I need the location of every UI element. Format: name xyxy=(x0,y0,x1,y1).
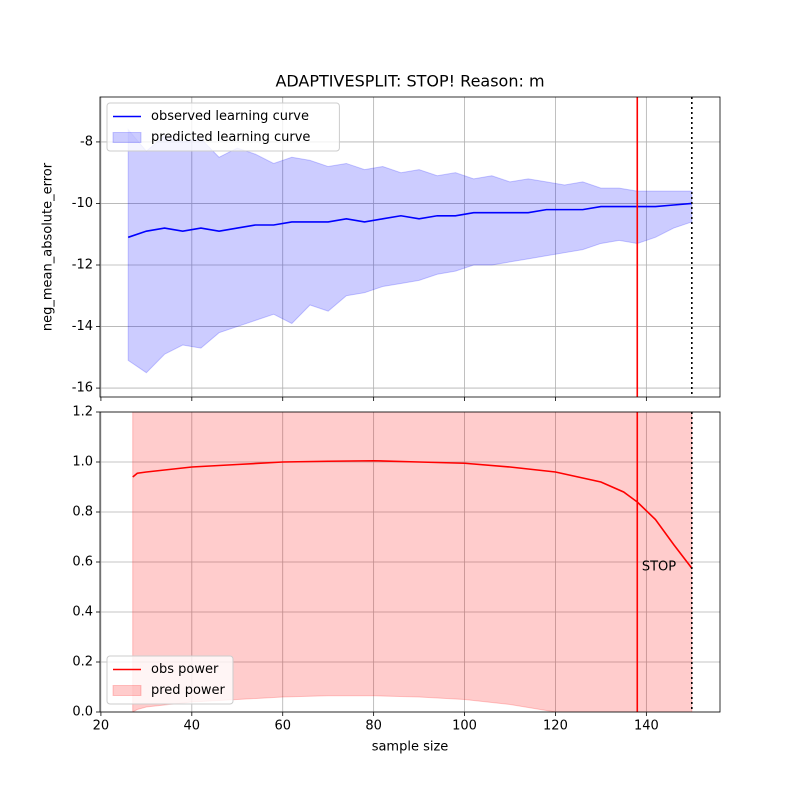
axes: -16 -14 -12 -10 -8 ADAPTIVESPLIT: STOP! Reaso… xyxy=(41,72,721,401)
y-tick-label: 0.6 xyxy=(72,555,93,570)
x-tick-label: 80 xyxy=(365,719,382,734)
legend-swatch xyxy=(112,685,142,696)
plot-area xyxy=(132,412,693,712)
x-tick-label: 120 xyxy=(543,719,568,734)
x-tick-label: 140 xyxy=(634,719,659,734)
legend-box xyxy=(106,102,340,152)
y-tick-label: -10 xyxy=(72,196,93,211)
line xyxy=(132,459,693,569)
y-tick-label: -12 xyxy=(72,258,93,273)
x-tick-label: 20 xyxy=(93,719,110,734)
chart-title: ADAPTIVESPLIT: STOP! Reason: m xyxy=(275,72,544,91)
legend-label: pred power xyxy=(151,683,226,698)
legend: obs power pred power xyxy=(106,655,234,705)
y-tick-label: 1.0 xyxy=(72,455,93,470)
y-tick-label: 0.8 xyxy=(72,505,93,520)
legend-swatch xyxy=(112,132,142,143)
legend-label: observed learning curve xyxy=(151,109,309,124)
x-tick-label: 40 xyxy=(184,719,201,734)
y-tick-label: -8 xyxy=(80,134,93,149)
y-tick-label: 0.4 xyxy=(72,605,93,620)
y-tick-label: -16 xyxy=(72,381,93,396)
legend-label: predicted learning curve xyxy=(151,130,310,145)
y-tick-label: 0.2 xyxy=(72,655,93,670)
y-tick-label: 1.2 xyxy=(72,405,93,420)
axes-frame xyxy=(99,96,721,398)
band xyxy=(132,412,693,712)
x-tick-label: 100 xyxy=(452,719,477,734)
band xyxy=(127,128,693,374)
legend: observed learning curve predicted learnin… xyxy=(106,102,340,152)
x-axis-label: sample size xyxy=(372,740,449,755)
x-tick-label: 60 xyxy=(274,719,291,734)
y-axis-label: neg_mean_absolute_error xyxy=(41,162,56,331)
annotation: STOP xyxy=(642,560,676,575)
plot-area xyxy=(127,128,693,374)
y-tick-label: 0.0 xyxy=(72,705,93,720)
axes: 20 40 60 80 100 120 140 0.0 0.2 0.4 0.6 0.8 1.0 1.2 ST… xyxy=(72,405,721,755)
axes-frame xyxy=(99,411,721,713)
line xyxy=(127,202,692,239)
legend-box xyxy=(106,655,234,705)
legend-label: obs power xyxy=(151,662,219,677)
y-tick-label: -14 xyxy=(72,319,93,334)
